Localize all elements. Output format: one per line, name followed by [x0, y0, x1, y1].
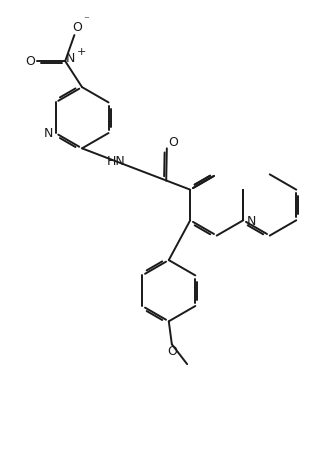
Text: HN: HN: [107, 156, 126, 169]
Text: O: O: [26, 55, 35, 67]
Text: N: N: [247, 215, 257, 228]
Text: ⁻: ⁻: [83, 15, 89, 25]
Text: +: +: [77, 47, 86, 57]
Text: O: O: [169, 136, 179, 149]
Text: N: N: [44, 127, 53, 140]
Text: O: O: [167, 345, 177, 358]
Text: O: O: [72, 21, 82, 34]
Text: N: N: [66, 52, 75, 65]
